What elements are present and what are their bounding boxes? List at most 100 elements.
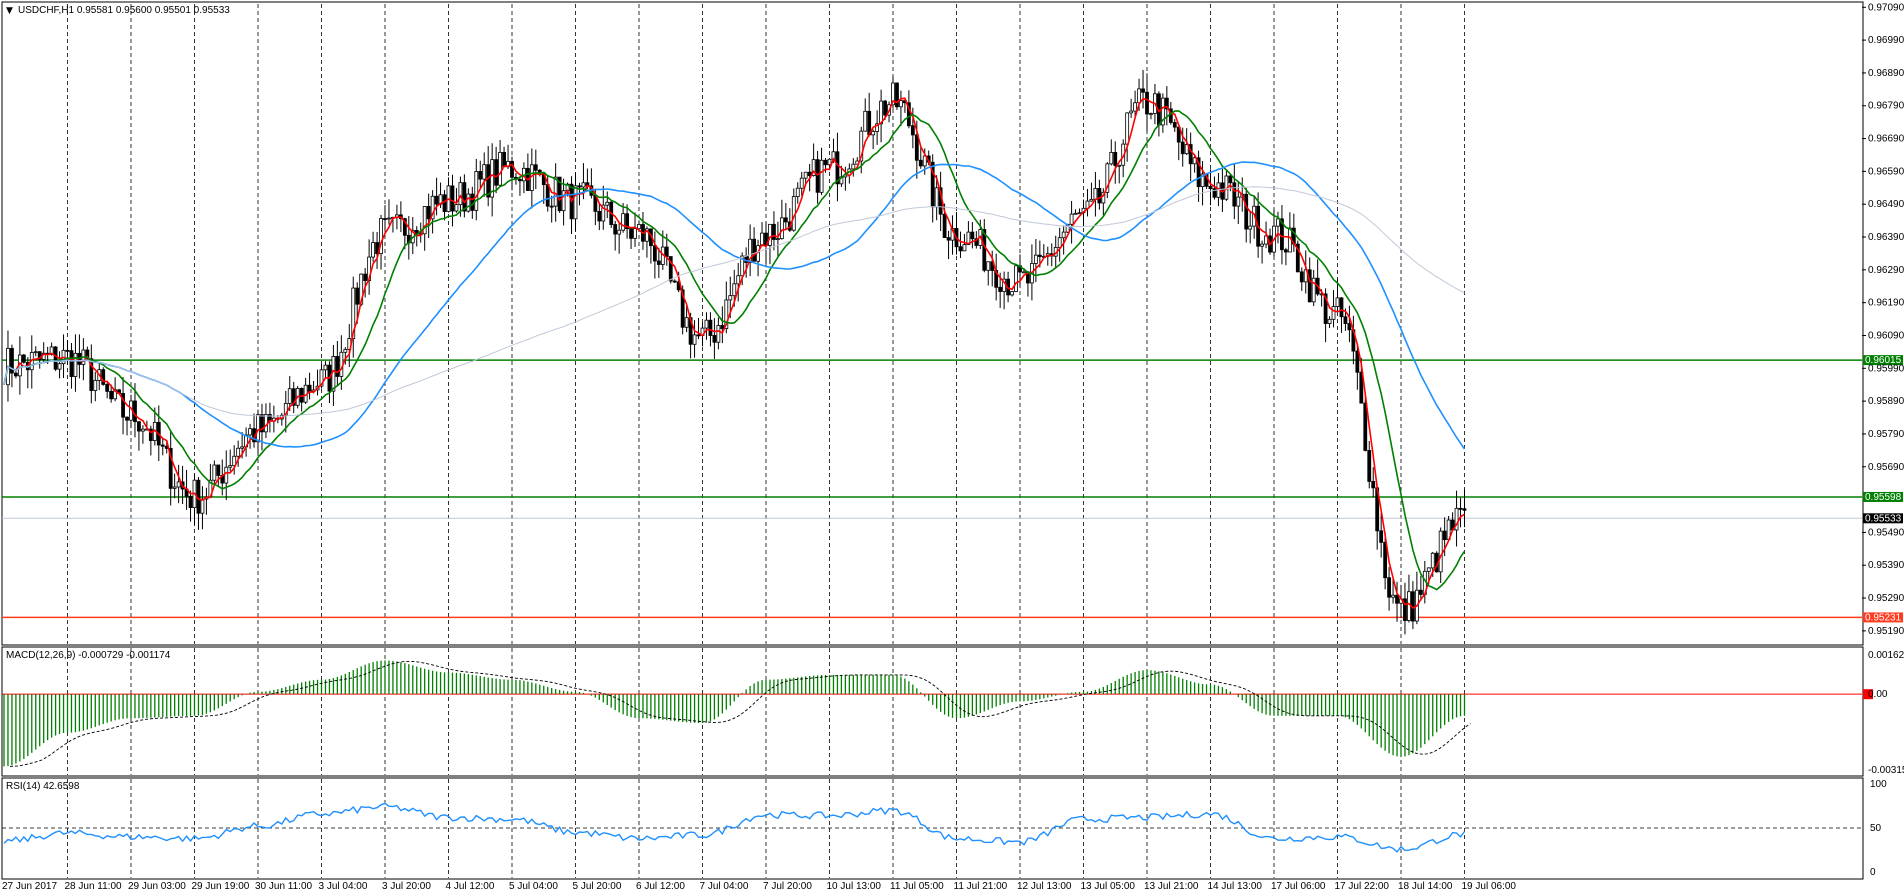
y-tick-label: 0.96090 xyxy=(1868,330,1904,341)
candle-body xyxy=(1248,225,1253,230)
candle-body xyxy=(712,335,717,343)
candle-body xyxy=(176,481,181,488)
candle-body xyxy=(934,187,939,208)
candle-body xyxy=(1228,175,1233,184)
candle-body xyxy=(958,246,963,252)
candle-body xyxy=(783,217,788,223)
macd-pane-title: MACD(12,26,9) -0.000729 -0.001174 xyxy=(6,650,171,661)
candle-body xyxy=(807,171,812,176)
candle-body xyxy=(450,185,455,212)
main-pane-frame xyxy=(1,1,1864,646)
candle-body xyxy=(625,213,629,230)
macd-pane-frame xyxy=(1,646,1864,777)
candle-body xyxy=(442,194,447,212)
candle-body xyxy=(601,204,606,222)
candle-body xyxy=(1037,254,1042,257)
y-tick-label: 0.95890 xyxy=(1868,396,1904,407)
candle-body xyxy=(1010,291,1014,296)
candle-body xyxy=(335,356,340,377)
candle-body xyxy=(1363,402,1368,451)
candle-body xyxy=(720,325,725,329)
candle-body xyxy=(922,155,927,167)
candle-body xyxy=(518,178,522,182)
macd-signal-line xyxy=(9,660,1471,767)
candle-body xyxy=(728,295,733,301)
candle-body xyxy=(57,363,62,370)
candle-body xyxy=(1188,144,1193,165)
level-label: 0.95231 xyxy=(1865,612,1902,623)
candle-body xyxy=(1462,508,1467,511)
candle-body xyxy=(1117,164,1122,167)
candle-body xyxy=(1137,88,1141,104)
candle-body xyxy=(1033,254,1038,264)
candle-body xyxy=(1339,297,1344,318)
candle-body xyxy=(430,195,435,220)
candle-body xyxy=(1327,318,1332,324)
candle-body xyxy=(494,159,499,186)
candle-body xyxy=(1355,350,1360,373)
candle-body xyxy=(125,416,129,421)
candle-body xyxy=(680,289,685,328)
candle-body xyxy=(434,195,439,205)
candle-body xyxy=(716,325,721,343)
y-tick-label: 0.97090 xyxy=(1868,2,1904,13)
candle-body xyxy=(748,238,753,263)
x-tick-label: 28 Jun 11:00 xyxy=(65,881,123,892)
y-tick-label: 0.95990 xyxy=(1868,363,1904,374)
x-tick-label: 7 Jul 04:00 xyxy=(700,881,749,892)
candle-body xyxy=(160,444,165,447)
candle-body xyxy=(1101,191,1106,204)
candle-body xyxy=(1442,530,1447,541)
candle-body xyxy=(1331,306,1336,320)
ma-line xyxy=(3,110,1466,591)
candle-body xyxy=(1061,231,1066,239)
candle-body xyxy=(482,164,487,180)
candle-body xyxy=(89,358,94,391)
price-axis: 0.97090 0.96990 0.96890 0.96790 0.96690 0.965… xyxy=(1862,2,1904,637)
candle-body xyxy=(942,213,947,238)
candle-body xyxy=(402,218,407,236)
candle-body xyxy=(974,238,979,246)
candle-body xyxy=(795,187,800,197)
candle-body xyxy=(553,176,558,207)
candle-body xyxy=(1343,316,1348,324)
y-tick-label: 0.96490 xyxy=(1868,199,1904,210)
macd-histogram: 0.001627 0.00 -0.00315 xyxy=(2,650,1904,776)
candle-body xyxy=(605,201,610,206)
x-tick-label: 17 Jul 06:00 xyxy=(1271,881,1326,892)
ma-line xyxy=(3,186,1465,417)
candle-body xyxy=(1077,212,1082,215)
candle-body xyxy=(946,237,951,241)
candle-body xyxy=(1284,249,1288,253)
candle-body xyxy=(970,231,975,240)
candle-body xyxy=(232,455,237,467)
y-tick-label: 0.96590 xyxy=(1868,166,1904,177)
candle-body xyxy=(879,100,883,125)
candle-body xyxy=(633,228,637,239)
main-title-arrow[interactable]: ▼ xyxy=(6,6,13,16)
candle-body xyxy=(1280,218,1284,251)
candle-body xyxy=(656,260,661,265)
candle-body xyxy=(228,465,233,468)
candle-body xyxy=(851,163,856,170)
macd-y-label: 0.001627 xyxy=(1868,650,1904,661)
candle-body xyxy=(256,414,260,443)
candle-body xyxy=(692,334,697,345)
y-tick-label: 0.95690 xyxy=(1868,462,1904,473)
candle-body xyxy=(1133,102,1137,112)
candle-body xyxy=(910,125,915,136)
level-tag xyxy=(1863,355,1903,366)
candle-body xyxy=(121,393,125,418)
candle-body xyxy=(581,182,586,188)
macd-y-label: -0.00315 xyxy=(1868,765,1904,776)
x-tick-label: 10 Jul 13:00 xyxy=(827,881,882,892)
y-tick-label: 0.95390 xyxy=(1868,560,1904,571)
candle-body xyxy=(613,224,618,235)
moving-averages xyxy=(3,97,1466,609)
y-tick-label: 0.95190 xyxy=(1868,626,1904,637)
candle-body xyxy=(291,388,296,406)
candle-body xyxy=(363,273,368,281)
candle-body xyxy=(510,160,514,178)
candle-body xyxy=(260,414,264,433)
